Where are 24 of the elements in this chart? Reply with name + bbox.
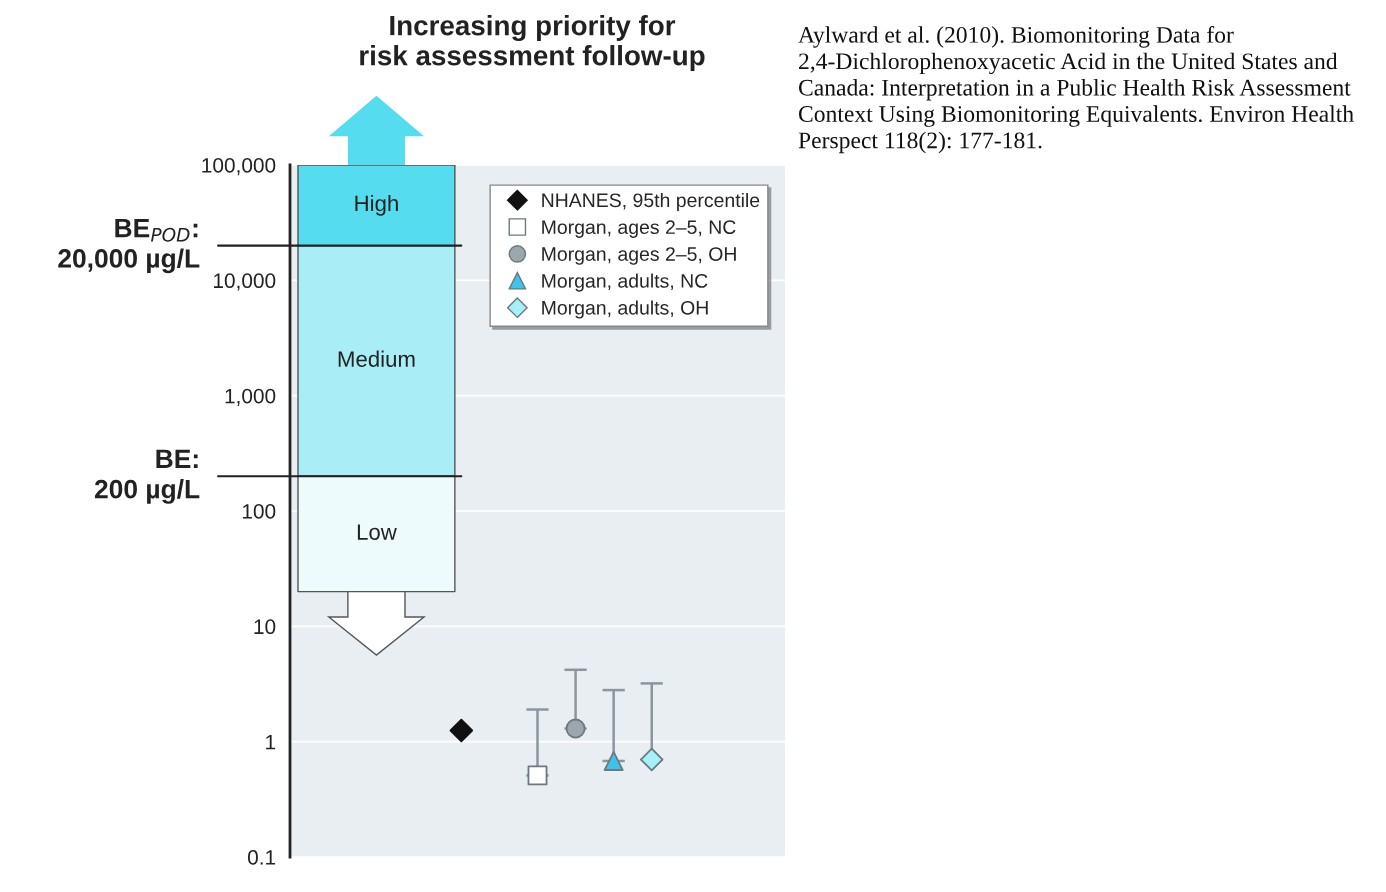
y-tick-label: 100 (242, 504, 276, 519)
legend-label: Morgan, adults, OH (542, 300, 708, 319)
legend-label: Morgan, adults, NC (542, 273, 708, 292)
legend-label: Morgan, ages 2–5, OH (542, 247, 736, 265)
point (449, 718, 474, 743)
y-tick-label: 10,000 (213, 273, 276, 291)
y-tick-label: 1,000 (225, 388, 276, 406)
point (565, 718, 586, 739)
text: Aylward et al. (2010). Biomonitoring Data for 2,4-Dichlorophenoxyacetic Acid in the United States and Canada: Interpretation in a Public Health Risk Assessment Context Using Biomonitoring Equivalents. Environ Health Perspect 118(2): 177-181. (798, 26, 1354, 154)
band-label: Medium (338, 350, 415, 367)
chart-title: Increasing priority for risk assessment follow-up (360, 15, 705, 71)
legend-label: Morgan, ages 2–5, NC (542, 220, 736, 238)
legend-label: NHANES, 95th percentile (542, 192, 760, 212)
y-tick-label: 100,000 (202, 158, 276, 176)
y-tick-label: 0.1 (247, 850, 276, 865)
band-label: Low (357, 524, 397, 540)
ref-line-label: BE: 200 µg/L (94, 449, 200, 504)
band-label: High (355, 194, 398, 216)
point (527, 765, 548, 786)
point (603, 751, 624, 771)
point (640, 747, 664, 772)
y-tick-label: 10 (254, 619, 276, 635)
y-tick-label: 1 (266, 734, 276, 750)
ref-line-label: BE$_{POD}$: 20,000 µg/L (58, 219, 200, 274)
